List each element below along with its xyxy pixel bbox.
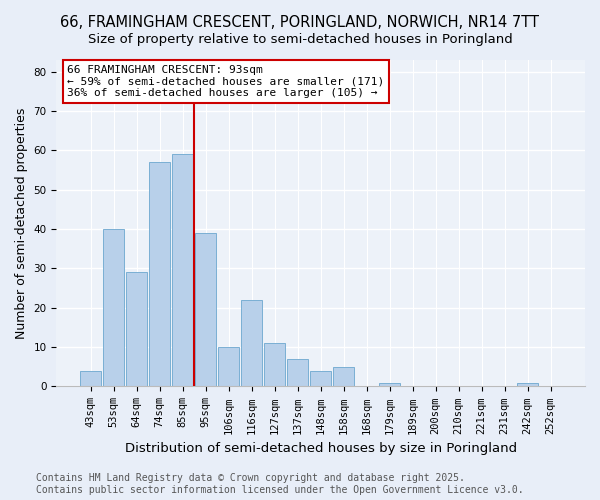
Bar [103, 229, 124, 386]
Bar [517, 382, 538, 386]
Bar [218, 347, 239, 387]
Text: 66 FRAMINGHAM CRESCENT: 93sqm
← 59% of semi-detached houses are smaller (171)
36: 66 FRAMINGHAM CRESCENT: 93sqm ← 59% of s… [67, 65, 384, 98]
Text: 66, FRAMINGHAM CRESCENT, PORINGLAND, NORWICH, NR14 7TT: 66, FRAMINGHAM CRESCENT, PORINGLAND, NOR… [61, 15, 539, 30]
Bar [196, 233, 216, 386]
X-axis label: Distribution of semi-detached houses by size in Poringland: Distribution of semi-detached houses by … [125, 442, 517, 455]
Text: Size of property relative to semi-detached houses in Poringland: Size of property relative to semi-detach… [88, 32, 512, 46]
Bar [149, 162, 170, 386]
Bar [379, 382, 400, 386]
Bar [310, 370, 331, 386]
Bar [287, 359, 308, 386]
Y-axis label: Number of semi-detached properties: Number of semi-detached properties [15, 108, 28, 339]
Text: Contains HM Land Registry data © Crown copyright and database right 2025.
Contai: Contains HM Land Registry data © Crown c… [36, 474, 524, 495]
Bar [127, 272, 147, 386]
Bar [172, 154, 193, 386]
Bar [241, 300, 262, 386]
Bar [80, 370, 101, 386]
Bar [334, 367, 354, 386]
Bar [265, 343, 285, 386]
